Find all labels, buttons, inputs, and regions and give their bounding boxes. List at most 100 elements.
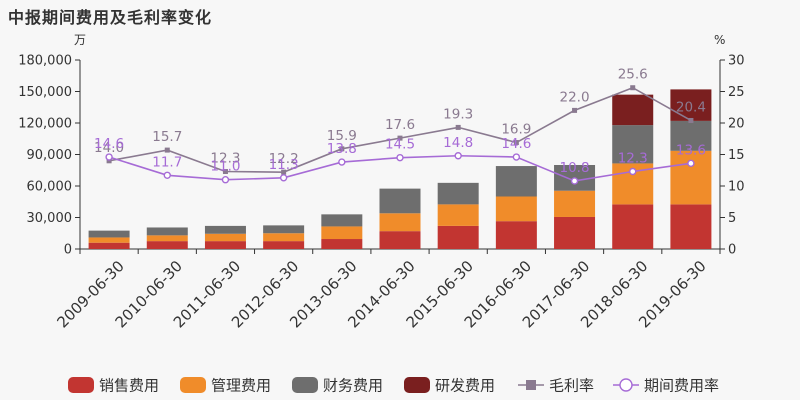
left-tick-label: 30,000 (27, 211, 73, 226)
legend-label: 销售费用 (99, 377, 159, 395)
bar-segment (670, 89, 712, 121)
bar-segment (495, 166, 537, 197)
line-data-label: 11.7 (152, 154, 182, 170)
bar-segment (612, 125, 654, 164)
line-data-label: 22.0 (560, 89, 590, 105)
legend-swatch (180, 377, 206, 393)
line-point (397, 135, 403, 141)
bar-segment (321, 226, 363, 240)
line-data-label: 15.7 (152, 129, 182, 145)
line-point (572, 107, 578, 113)
bar-segment (263, 241, 305, 249)
bar-segment (495, 221, 537, 249)
legend-marker (619, 378, 633, 392)
line-point (630, 85, 636, 91)
line-data-label: 25.6 (618, 67, 648, 83)
legend-swatch (68, 377, 94, 393)
line-point (339, 146, 345, 152)
left-tick-label: 90,000 (27, 148, 73, 163)
line-data-label: 12.3 (618, 151, 648, 167)
line-data-label: 12.2 (269, 151, 299, 167)
bar-segment (204, 241, 246, 249)
line-data-label: 19.3 (443, 106, 473, 122)
bar-segment (88, 230, 130, 238)
line-data-label: 17.6 (385, 117, 415, 133)
bar-segment (146, 235, 188, 242)
line-point (105, 153, 113, 161)
legend-label: 期间费用率 (644, 377, 719, 395)
bar-segment (263, 225, 305, 234)
bar-segment (321, 214, 363, 227)
line-data-label: 20.4 (676, 99, 706, 115)
bar-segment (263, 233, 305, 242)
line-data-label: 15.9 (327, 128, 357, 144)
bar-segment (146, 241, 188, 249)
line-point (106, 158, 112, 164)
left-tick-label: 0 (64, 243, 72, 258)
bar-segment (670, 150, 712, 205)
line-data-label: 14.8 (443, 135, 473, 151)
legend-swatch (292, 377, 318, 393)
line-data-label: 14.5 (385, 137, 415, 153)
bar-segment (495, 196, 537, 222)
data-labels: 14.0 15.7 12.3 12.2 15.9 17.6 19.3 16.9 22.0 25.6… (94, 67, 706, 176)
bar-segment (321, 239, 363, 249)
right-tick-label: 0 (728, 243, 736, 258)
bar-segment (437, 204, 479, 226)
line-data-label: 10.8 (560, 160, 590, 176)
bar-segment (204, 233, 246, 242)
line-point (222, 169, 228, 175)
bar-segment (379, 213, 421, 232)
line-point (570, 177, 579, 185)
line-point (629, 167, 637, 176)
line-data-label: 13.8 (327, 141, 357, 157)
right-tick-label: 15 (728, 148, 745, 163)
bar-segment (146, 227, 188, 236)
legend-label: 管理费用 (211, 377, 271, 395)
right-tick-label: 5 (728, 211, 736, 226)
bar-segment (379, 231, 421, 249)
bar-segment (437, 182, 479, 205)
lines (105, 85, 695, 185)
bars (88, 89, 712, 249)
line-point (396, 153, 404, 162)
line-point (513, 140, 519, 146)
bar-segment (612, 204, 654, 249)
line-point (688, 117, 694, 123)
bar-segment (554, 190, 596, 217)
right-tick-label: 30 (728, 54, 745, 69)
line-point (281, 169, 287, 175)
legend-label: 财务费用 (323, 377, 383, 395)
line-data-label: 13.6 (676, 142, 706, 158)
line-point (687, 159, 695, 168)
left-tick-label: 60,000 (27, 180, 73, 195)
right-axis-unit: % (714, 33, 725, 47)
right-tick-label: 25 (728, 85, 745, 100)
line-data-label: 11.0 (210, 159, 240, 175)
left-axis-unit: 万 (74, 33, 86, 47)
line-point (163, 171, 171, 179)
legend-label: 研发费用 (435, 377, 495, 395)
bar-segment (204, 225, 246, 234)
bar-segment (379, 188, 421, 214)
legend-label: 毛利率 (549, 377, 594, 395)
bar-segment (88, 242, 130, 249)
bar-segment (612, 94, 654, 126)
line-data-label: 12.3 (210, 151, 240, 167)
legend-marker (526, 380, 536, 390)
bar-segment (670, 204, 712, 249)
line-point (338, 158, 346, 166)
left-tick-label: 150,000 (18, 85, 72, 100)
line-data-label: 14.6 (501, 136, 531, 152)
line-point (221, 175, 230, 184)
legend: 销售费用 管理费用 财务费用 研发费用 毛利率 期间费用率 (68, 377, 719, 395)
right-tick-label: 10 (728, 180, 745, 195)
line-data-label: 11.3 (269, 157, 299, 173)
bar-segment (437, 225, 479, 249)
line-point (455, 124, 461, 130)
bar-segment (88, 237, 130, 243)
line-data-label: 16.9 (501, 122, 531, 138)
left-tick-label: 120,000 (18, 117, 72, 132)
chart-title: 中报期间费用及毛利率变化 (8, 8, 213, 27)
line-point (454, 152, 462, 160)
